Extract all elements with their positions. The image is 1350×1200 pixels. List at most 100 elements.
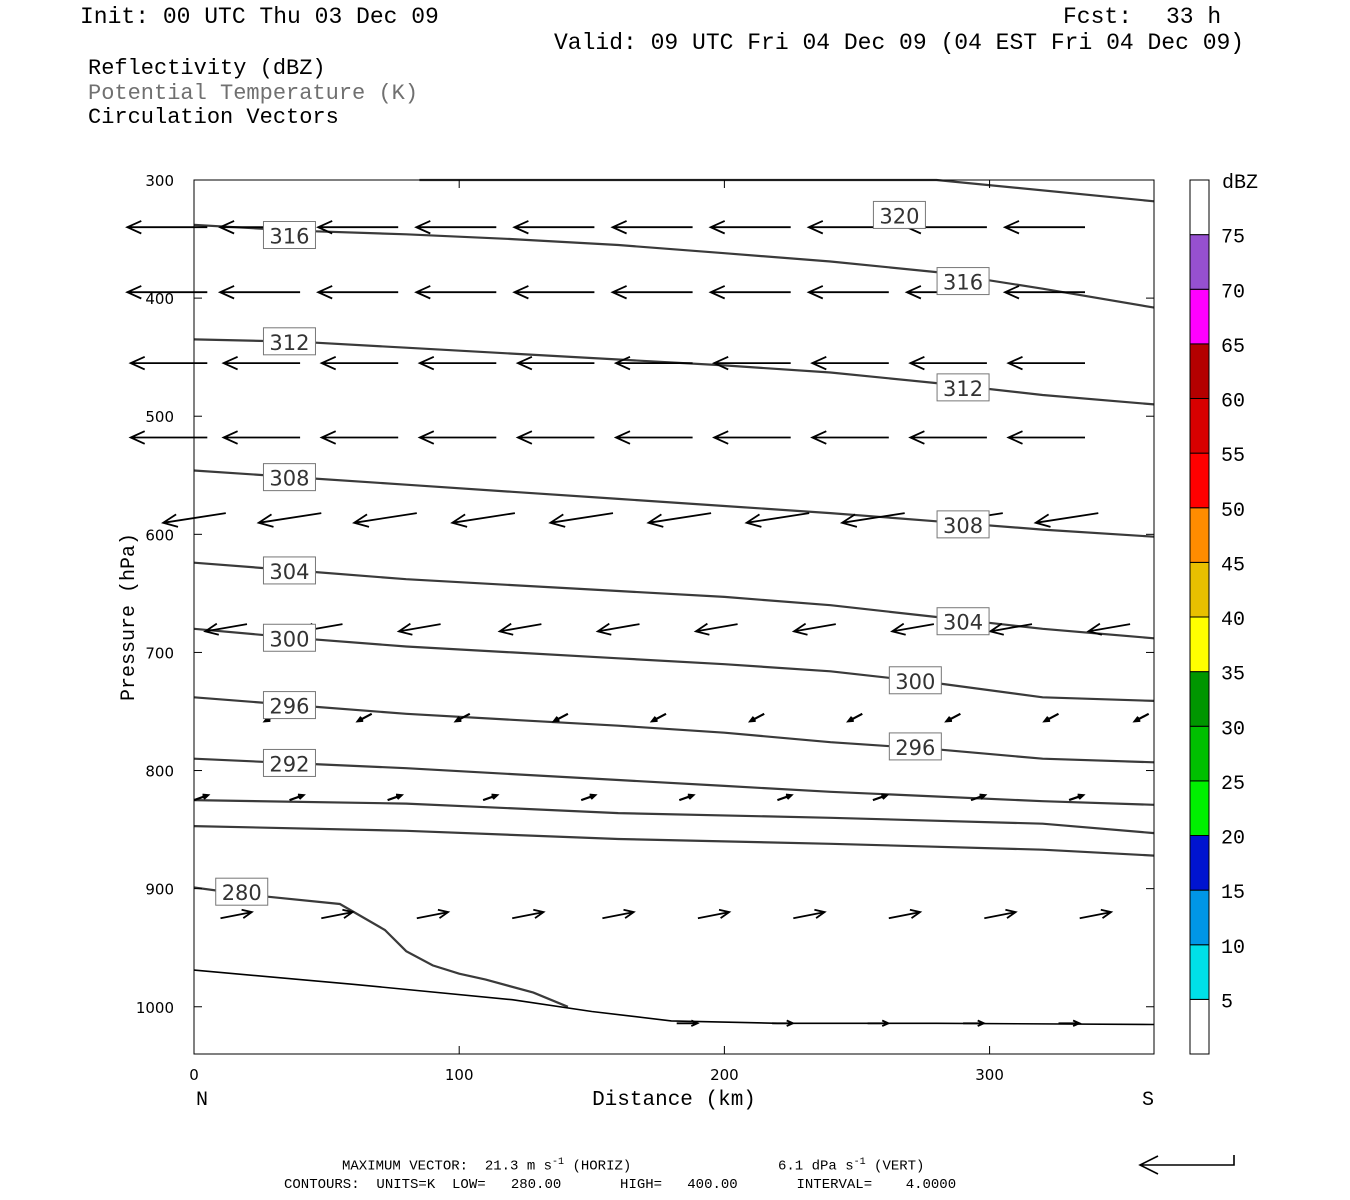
- contour-label-312: 312: [943, 377, 983, 401]
- wind-vector-arrow: [551, 712, 569, 723]
- colorbar-segment: [1189, 671, 1210, 727]
- wind-vector-arrow: [1058, 1019, 1082, 1027]
- wind-vector-arrow: [810, 355, 889, 371]
- axes: 300 400 500 600 700 800 900 1000 0 100 200 300: [136, 172, 1154, 1084]
- wind-vector-arrow: [772, 1019, 796, 1027]
- contour-label-box: [888, 732, 942, 761]
- wind-vector-arrow: [676, 1019, 700, 1027]
- terrain-line: [193, 969, 1155, 1026]
- colorbar-segment: [1189, 889, 1210, 946]
- x-tick-label-0: 0: [189, 1066, 199, 1084]
- y-tick-label-900: 900: [145, 881, 174, 899]
- isentrope-308: [193, 469, 1155, 538]
- colorbar-segment: [1189, 616, 1210, 673]
- contour-label-box: [872, 200, 926, 229]
- ground-line: [193, 969, 1155, 1026]
- contour-label-320: 320: [879, 204, 919, 228]
- x-tick-label-300: 300: [975, 1066, 1004, 1084]
- max-vector-vertical: 6.1 dPa s-1 (VERT): [778, 1158, 924, 1174]
- reference-vector-arrow: [1138, 1155, 1235, 1175]
- isentrope-unlabeled-8: [193, 799, 1155, 835]
- wind-vector-arrow: [321, 908, 355, 920]
- contour-label-box: [888, 666, 942, 695]
- contour-label-box: [215, 877, 269, 906]
- wind-vector-arrow: [515, 430, 595, 445]
- valid-time: Valid: 09 UTC Fri 04 Dec 09 (04 EST Fri …: [554, 30, 1245, 56]
- contour-label-box: [936, 510, 990, 539]
- x-axis-label: Distance (km): [592, 1089, 756, 1112]
- wind-vector-arrow: [220, 908, 254, 920]
- wind-vector-arrow: [777, 793, 794, 802]
- wind-vector-arrow: [1079, 908, 1114, 920]
- wind-vector-arrow: [414, 285, 497, 300]
- contour-label-box: [262, 748, 316, 777]
- y-tick-label-400: 400: [145, 290, 174, 308]
- wind-vector-arrow: [888, 908, 923, 920]
- isentrope-304: [193, 561, 1155, 640]
- wind-vector-arrow: [908, 355, 987, 371]
- wind-vector-arrow: [793, 908, 827, 920]
- wind-vector-arrow: [872, 793, 890, 802]
- wind-vector-arrow: [396, 622, 441, 636]
- wind-vector-arrow: [548, 512, 614, 528]
- wind-vector-arrow: [602, 908, 636, 920]
- contour-label-312: 312: [269, 331, 309, 355]
- colorbar-label-40: 40: [1221, 609, 1245, 632]
- wind-vector-arrow: [1002, 220, 1085, 235]
- wind-vector-arrow: [944, 712, 961, 723]
- x-tick-label-100: 100: [445, 1066, 474, 1084]
- wind-vector-arrow: [988, 622, 1033, 636]
- colorbar-label-45: 45: [1221, 554, 1245, 577]
- colorbar-segment: [1189, 398, 1210, 454]
- wind-vector-arrow: [646, 512, 712, 528]
- wind-vector-arrow: [414, 220, 497, 235]
- wind-vector-arrow: [984, 908, 1018, 920]
- y-tick-label-300: 300: [145, 172, 174, 190]
- wind-vector-arrow: [316, 285, 399, 300]
- contour-label-304: 304: [269, 560, 309, 584]
- colorbar-segment: [1189, 507, 1210, 563]
- wind-vector-arrow: [512, 220, 595, 235]
- contour-label-308: 308: [269, 467, 309, 491]
- contour-label-296: 296: [895, 736, 935, 760]
- wind-vector-arrow: [693, 622, 738, 636]
- wind-vector-arrow: [712, 355, 791, 371]
- wind-vector-arrow: [355, 712, 373, 723]
- isentrope-296: [193, 696, 1155, 764]
- contour-label-292: 292: [269, 752, 309, 776]
- y-axis-label: Pressure (hPa): [118, 533, 141, 701]
- contour-label-box: [262, 623, 316, 652]
- wind-vector-arrow: [125, 220, 208, 235]
- wind-vector-arrow: [963, 1019, 987, 1027]
- colorbar-label-60: 60: [1221, 391, 1245, 414]
- wind-vector-arrow: [319, 355, 399, 371]
- y-tick-label-800: 800: [145, 763, 174, 781]
- contour-label-280: 280: [222, 881, 262, 905]
- colorbar-segment: [1189, 835, 1210, 891]
- reference-vector: [1138, 1155, 1235, 1175]
- y-tick-label-700: 700: [145, 644, 174, 662]
- wind-vector-arrow: [1042, 712, 1060, 723]
- isentrope-292: [193, 757, 1155, 806]
- contour-label-box: [936, 267, 990, 296]
- wind-vector-arrow: [217, 285, 301, 300]
- init-time: Init: 00 UTC Thu 03 Dec 09: [80, 4, 439, 30]
- wind-vector-arrow: [1033, 512, 1099, 528]
- wind-vector-arrow: [747, 712, 765, 723]
- contour-label-box: [262, 556, 316, 585]
- colorbar-label-30: 30: [1221, 718, 1245, 741]
- contour-label-300: 300: [269, 627, 309, 651]
- wind-vector-arrow: [810, 430, 889, 445]
- wind-vector-arrow: [649, 712, 667, 723]
- wind-vector-arrow: [580, 793, 598, 802]
- wind-vector-arrow: [610, 285, 693, 300]
- plot-frame: [193, 179, 1155, 1055]
- wind-vector-arrow: [417, 355, 497, 371]
- forecast-hour: 33 h: [1166, 4, 1222, 30]
- isentrope-320: [419, 178, 1155, 203]
- wind-vector-arrow: [203, 622, 248, 636]
- colorbar-label-20: 20: [1221, 828, 1245, 851]
- colorbar-label-5: 5: [1221, 991, 1233, 1014]
- wind-vector-arrow: [319, 430, 399, 445]
- wind-vector-arrow: [512, 908, 546, 920]
